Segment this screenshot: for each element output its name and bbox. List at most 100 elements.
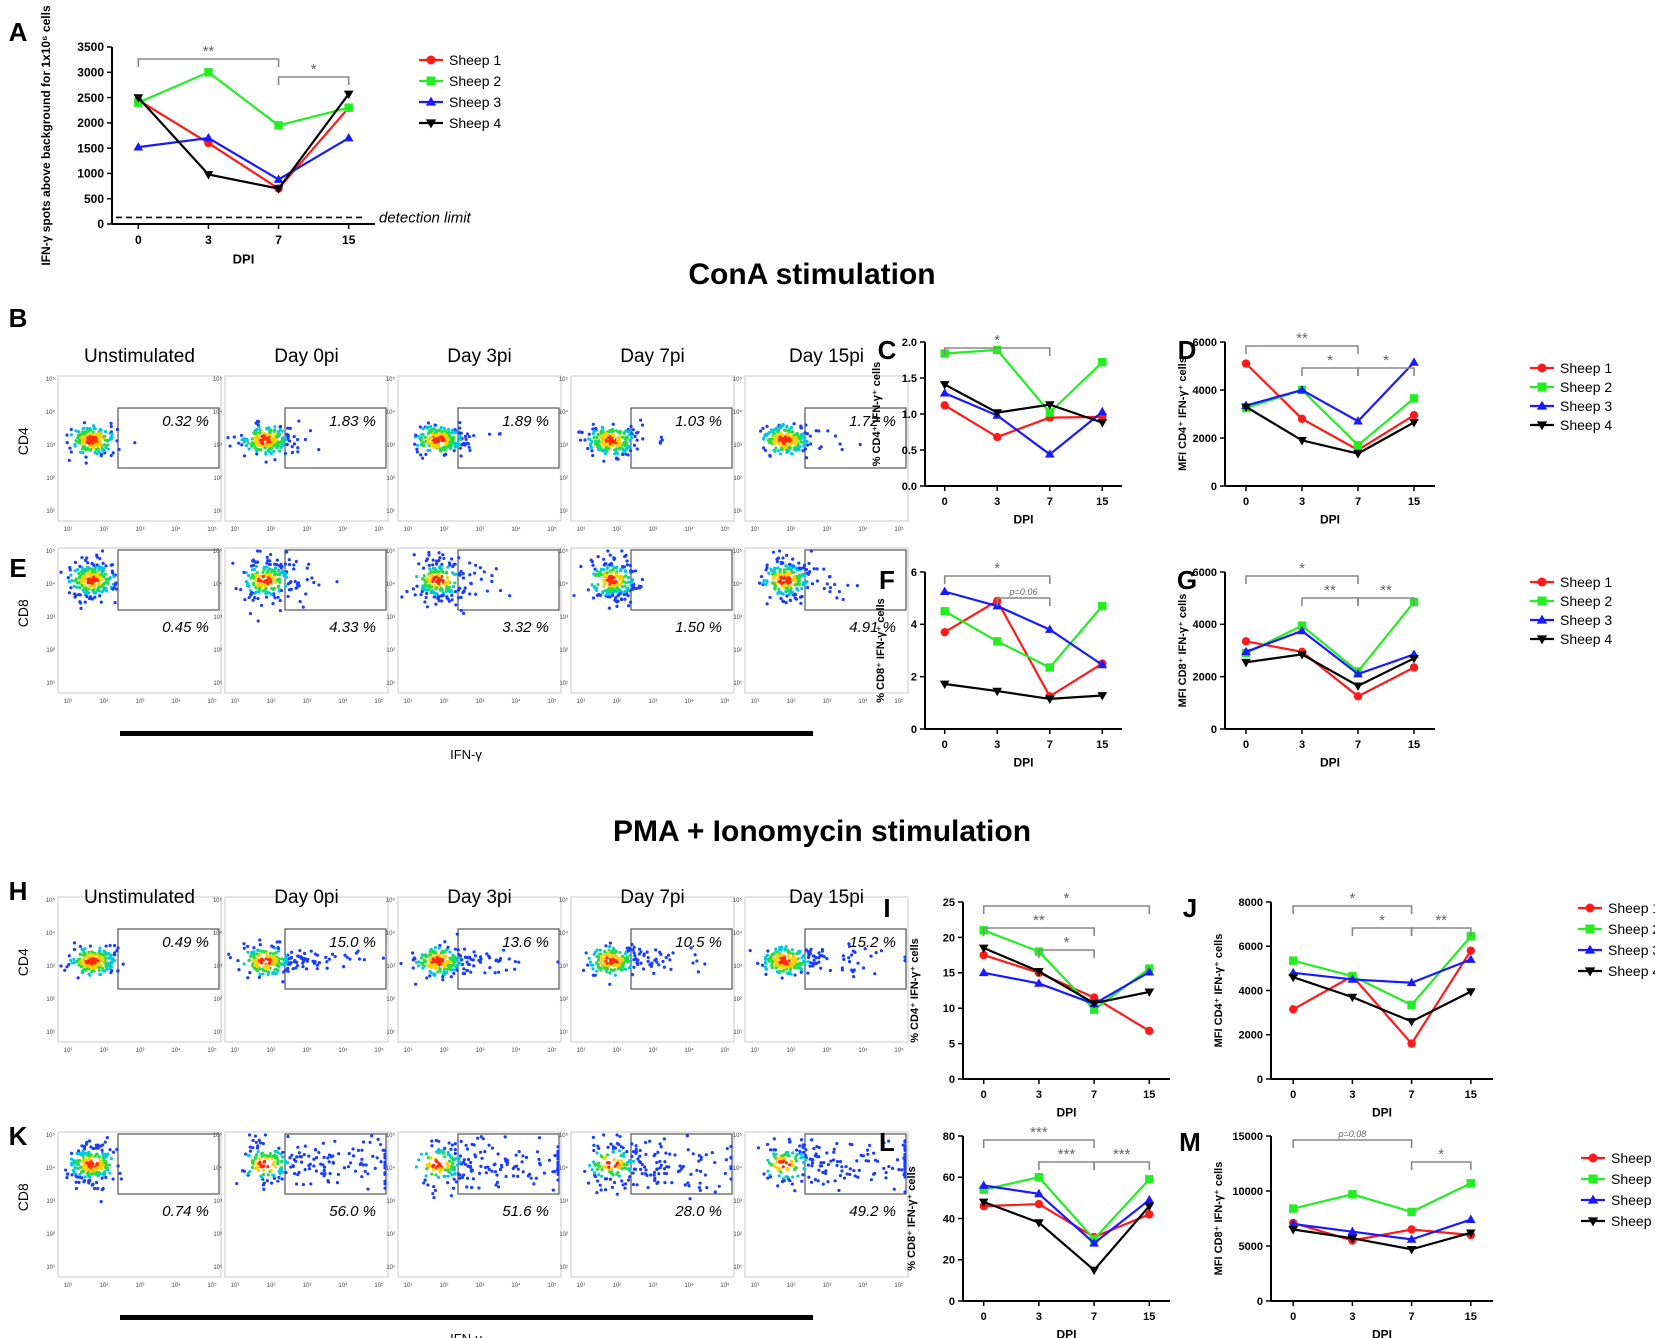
event-dot [785, 553, 789, 557]
event-dot [421, 577, 425, 581]
event-dot [794, 1166, 798, 1170]
event-dot [609, 954, 613, 959]
x-tick-label: 3 [205, 233, 212, 247]
event-dot [890, 1166, 895, 1170]
flow-column-title: Day 0pi [274, 346, 338, 367]
event-dot [468, 573, 472, 577]
event-dot [610, 1170, 614, 1174]
event-dot [623, 589, 627, 594]
event-dot [781, 599, 785, 603]
event-dot [683, 1183, 687, 1187]
event-dot [615, 444, 619, 448]
event-dot [597, 955, 601, 959]
event-dot [783, 445, 787, 450]
event-dot [785, 425, 789, 429]
significance-bracket [1357, 597, 1415, 606]
panel-letter: B [9, 303, 28, 333]
event-dot [440, 429, 444, 434]
event-dot [422, 1181, 426, 1185]
event-dot [435, 580, 439, 584]
event-dot [596, 1179, 600, 1183]
event-dot [256, 596, 260, 601]
event-dot [429, 570, 433, 574]
event-dot [342, 1166, 347, 1170]
series-line-sheep-1 [1292, 950, 1472, 1046]
event-dot [438, 1170, 442, 1174]
event-dot [788, 598, 792, 602]
event-dot [786, 1150, 790, 1154]
event-dot [618, 588, 622, 592]
event-dot [628, 1175, 632, 1179]
event-dot [800, 956, 804, 960]
event-dot [786, 1175, 790, 1179]
x-log-tick: 10⁵ [720, 1282, 730, 1289]
event-dot [724, 1158, 728, 1162]
event-dot [625, 1162, 629, 1167]
panel-letter: D [1178, 335, 1197, 365]
event-dot [271, 972, 275, 976]
data-point [1289, 1204, 1298, 1213]
event-dot [84, 960, 89, 964]
event-dot [357, 957, 362, 961]
event-dot [621, 435, 625, 439]
panel-letter: L [879, 1127, 895, 1157]
event-dot [301, 605, 305, 609]
y-tick-label: 10000 [1232, 1186, 1263, 1198]
x-log-tick: 10² [787, 1283, 796, 1289]
y-log-tick: 10⁵ [733, 376, 743, 383]
event-dot [248, 1149, 253, 1153]
event-dot [479, 1164, 483, 1168]
event-dot [449, 1194, 454, 1198]
event-dot [767, 1161, 771, 1165]
event-dot [419, 593, 423, 597]
event-dot [640, 577, 645, 582]
event-dot [434, 433, 438, 438]
x-tick-label: 7 [1047, 496, 1053, 508]
event-dot [269, 1181, 274, 1185]
event-dot [794, 566, 798, 570]
event-dot [457, 556, 461, 560]
event-dot [601, 449, 606, 453]
event-dot [785, 586, 790, 591]
series-line-sheep-1 [1245, 640, 1415, 698]
event-dot [426, 425, 430, 429]
event-dot [790, 948, 794, 952]
event-dot [99, 1159, 103, 1164]
event-dot [772, 575, 776, 579]
event-dot [70, 961, 74, 965]
event-dot [419, 1152, 423, 1156]
event-dot [86, 585, 91, 589]
event-dot [852, 975, 856, 979]
event-dot [264, 964, 268, 969]
x-tick-label: 15 [1143, 1089, 1155, 1101]
event-dot [250, 1165, 255, 1169]
event-dot [254, 439, 258, 443]
event-dot [266, 1165, 270, 1169]
significance-bracket [982, 927, 1095, 936]
event-dot [611, 567, 616, 571]
event-dot [474, 592, 478, 596]
event-dot [599, 960, 603, 964]
event-dot [112, 575, 116, 579]
event-dot [272, 449, 276, 454]
event-dot [631, 1182, 636, 1187]
event-dot [587, 432, 591, 436]
event-dot [446, 945, 450, 949]
event-dot [494, 959, 498, 963]
event-dot [272, 1160, 276, 1164]
event-dot [779, 447, 784, 451]
event-dot [661, 959, 665, 964]
event-dot [436, 1175, 441, 1179]
data-point [1465, 1229, 1476, 1238]
event-dot [271, 952, 275, 956]
flow-column-title: Day 0pi [274, 887, 338, 908]
event-dot [653, 1178, 657, 1183]
event-dot [762, 1172, 766, 1176]
legend-label: Sheep 3 [1608, 942, 1655, 958]
x-log-tick: 10² [267, 527, 276, 533]
y-log-tick: 10¹ [46, 1265, 55, 1271]
event-dot [276, 442, 280, 446]
event-dot [310, 576, 314, 580]
